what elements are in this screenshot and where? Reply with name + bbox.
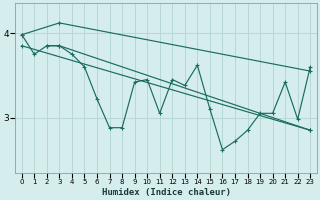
X-axis label: Humidex (Indice chaleur): Humidex (Indice chaleur) [101, 188, 230, 197]
